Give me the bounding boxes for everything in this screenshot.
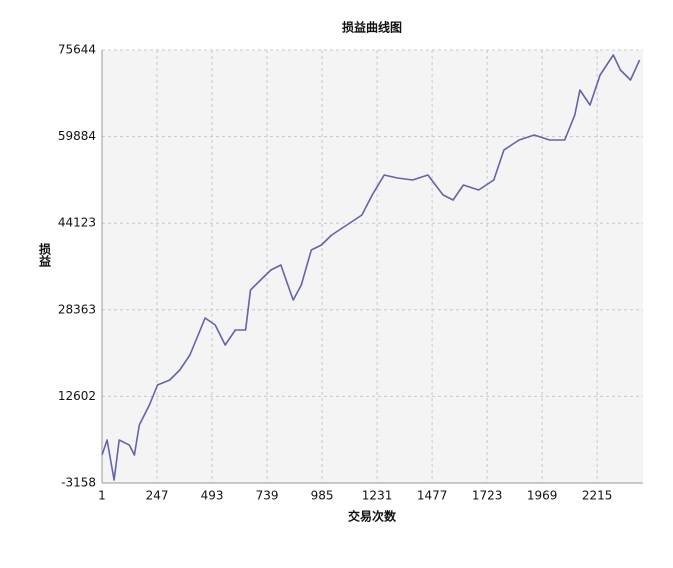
y-tick-label: 28363 xyxy=(58,302,96,316)
y-tick-label: 59884 xyxy=(58,129,96,143)
y-tick-label: -3158 xyxy=(61,476,96,490)
x-tick-label: 1723 xyxy=(472,489,503,503)
x-tick-label: 739 xyxy=(256,489,279,503)
x-tick-label: 1477 xyxy=(417,489,448,503)
y-axis-label: 损益 xyxy=(38,242,52,268)
x-tick-label: 2215 xyxy=(582,489,613,503)
y-tick-label: 75644 xyxy=(58,43,96,57)
chart-title: 损益曲线图 xyxy=(342,20,402,35)
x-tick-label: 1 xyxy=(98,489,106,503)
plot-area xyxy=(102,50,643,483)
y-tick-label: 12602 xyxy=(58,389,96,403)
x-axis-label: 交易次数 xyxy=(348,509,397,524)
y-tick-label: 44123 xyxy=(58,216,96,230)
x-tick-label: 985 xyxy=(311,489,334,503)
x-tick-label: 247 xyxy=(146,489,169,503)
data-line xyxy=(101,54,641,481)
x-tick-label: 1231 xyxy=(362,489,393,503)
x-tick-label: 1969 xyxy=(527,489,558,503)
x-tick-label: 493 xyxy=(201,489,224,503)
